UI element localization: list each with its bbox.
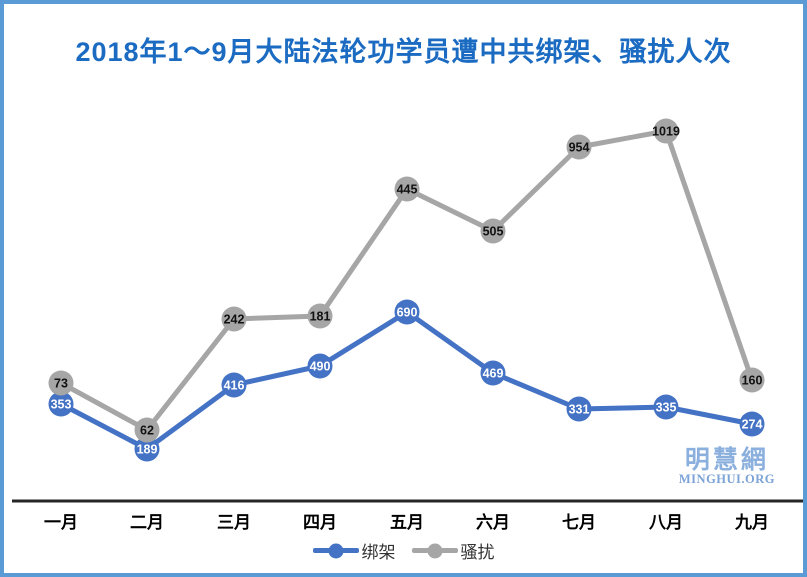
series-line-绑架 bbox=[58, 309, 755, 452]
data-point-marker bbox=[307, 303, 333, 329]
data-point-label: 353 bbox=[51, 398, 72, 412]
data-point-marker bbox=[566, 396, 592, 422]
data-point-marker bbox=[480, 360, 506, 386]
x-axis-label: 九月 bbox=[734, 513, 769, 532]
x-axis-label: 六月 bbox=[476, 512, 510, 532]
legend-line-marker-harass bbox=[411, 543, 458, 558]
data-point-marker bbox=[221, 306, 247, 332]
data-point-marker bbox=[134, 417, 160, 443]
legend-line-marker-kidnap bbox=[312, 543, 359, 558]
minghui-watermark: 明慧網 MINGHUI.ORG bbox=[679, 447, 775, 486]
x-axis-label: 四月 bbox=[303, 513, 337, 532]
data-point-marker bbox=[48, 391, 74, 417]
legend-dot-icon bbox=[328, 543, 343, 558]
x-axis-label: 八月 bbox=[649, 513, 683, 532]
data-point-label: 690 bbox=[397, 306, 418, 320]
data-point-marker bbox=[653, 394, 679, 420]
x-axis-label: 二月 bbox=[130, 513, 164, 532]
data-point-marker bbox=[739, 411, 765, 437]
data-point-label: 335 bbox=[656, 401, 677, 415]
data-point-marker bbox=[221, 372, 247, 398]
data-point-label: 62 bbox=[140, 424, 154, 438]
data-point-label: 954 bbox=[569, 141, 590, 155]
data-point-label: 505 bbox=[483, 225, 504, 239]
data-point-marker bbox=[566, 134, 592, 160]
legend-dot-icon bbox=[427, 543, 442, 558]
data-point-label: 73 bbox=[54, 377, 68, 391]
data-point-marker bbox=[653, 118, 679, 144]
watermark-english: MINGHUI.ORG bbox=[678, 472, 775, 487]
data-point-marker bbox=[134, 436, 160, 462]
legend-item-kidnap: 绑架 bbox=[312, 538, 396, 563]
data-point-marker bbox=[480, 218, 506, 244]
data-point-marker bbox=[307, 353, 333, 379]
line-chart-canvas: 一月 二月 三月 四月 五月 六月 七月 八月 九月 353 189 416 490 690 469 331 3… bbox=[12, 118, 803, 532]
data-point-label: 490 bbox=[310, 360, 331, 374]
legend-item-harass: 骚扰 bbox=[411, 538, 495, 563]
data-point-label: 181 bbox=[310, 310, 331, 324]
chart-title: 2018年1～9月大陆法轮功学员遭中共绑架、骚扰人次 bbox=[75, 37, 732, 67]
data-point-label: 242 bbox=[224, 313, 245, 327]
data-point-label: 1019 bbox=[652, 125, 680, 139]
data-point-marker bbox=[48, 370, 74, 396]
legend: 绑架 骚扰 bbox=[4, 538, 803, 563]
data-point-label: 469 bbox=[483, 367, 504, 381]
watermark-chinese: 明慧網 bbox=[684, 446, 769, 474]
data-point-marker bbox=[394, 299, 420, 325]
x-axis-label: 一月 bbox=[44, 513, 78, 532]
x-axis-label: 五月 bbox=[390, 513, 424, 532]
data-point-label: 416 bbox=[224, 379, 245, 393]
data-point-marker bbox=[394, 176, 420, 202]
legend-label-harass: 骚扰 bbox=[460, 543, 495, 562]
legend-label-kidnap: 绑架 bbox=[361, 543, 396, 562]
x-axis-label: 三月 bbox=[217, 513, 251, 532]
data-point-label: 445 bbox=[397, 183, 418, 197]
series-line-骚扰 bbox=[58, 128, 755, 433]
data-point-label: 189 bbox=[137, 443, 158, 457]
data-point-label: 160 bbox=[742, 374, 763, 388]
data-point-label: 274 bbox=[742, 418, 763, 432]
data-point-label: 331 bbox=[569, 403, 590, 417]
data-point-marker bbox=[739, 367, 765, 393]
x-axis-label: 七月 bbox=[562, 513, 596, 532]
